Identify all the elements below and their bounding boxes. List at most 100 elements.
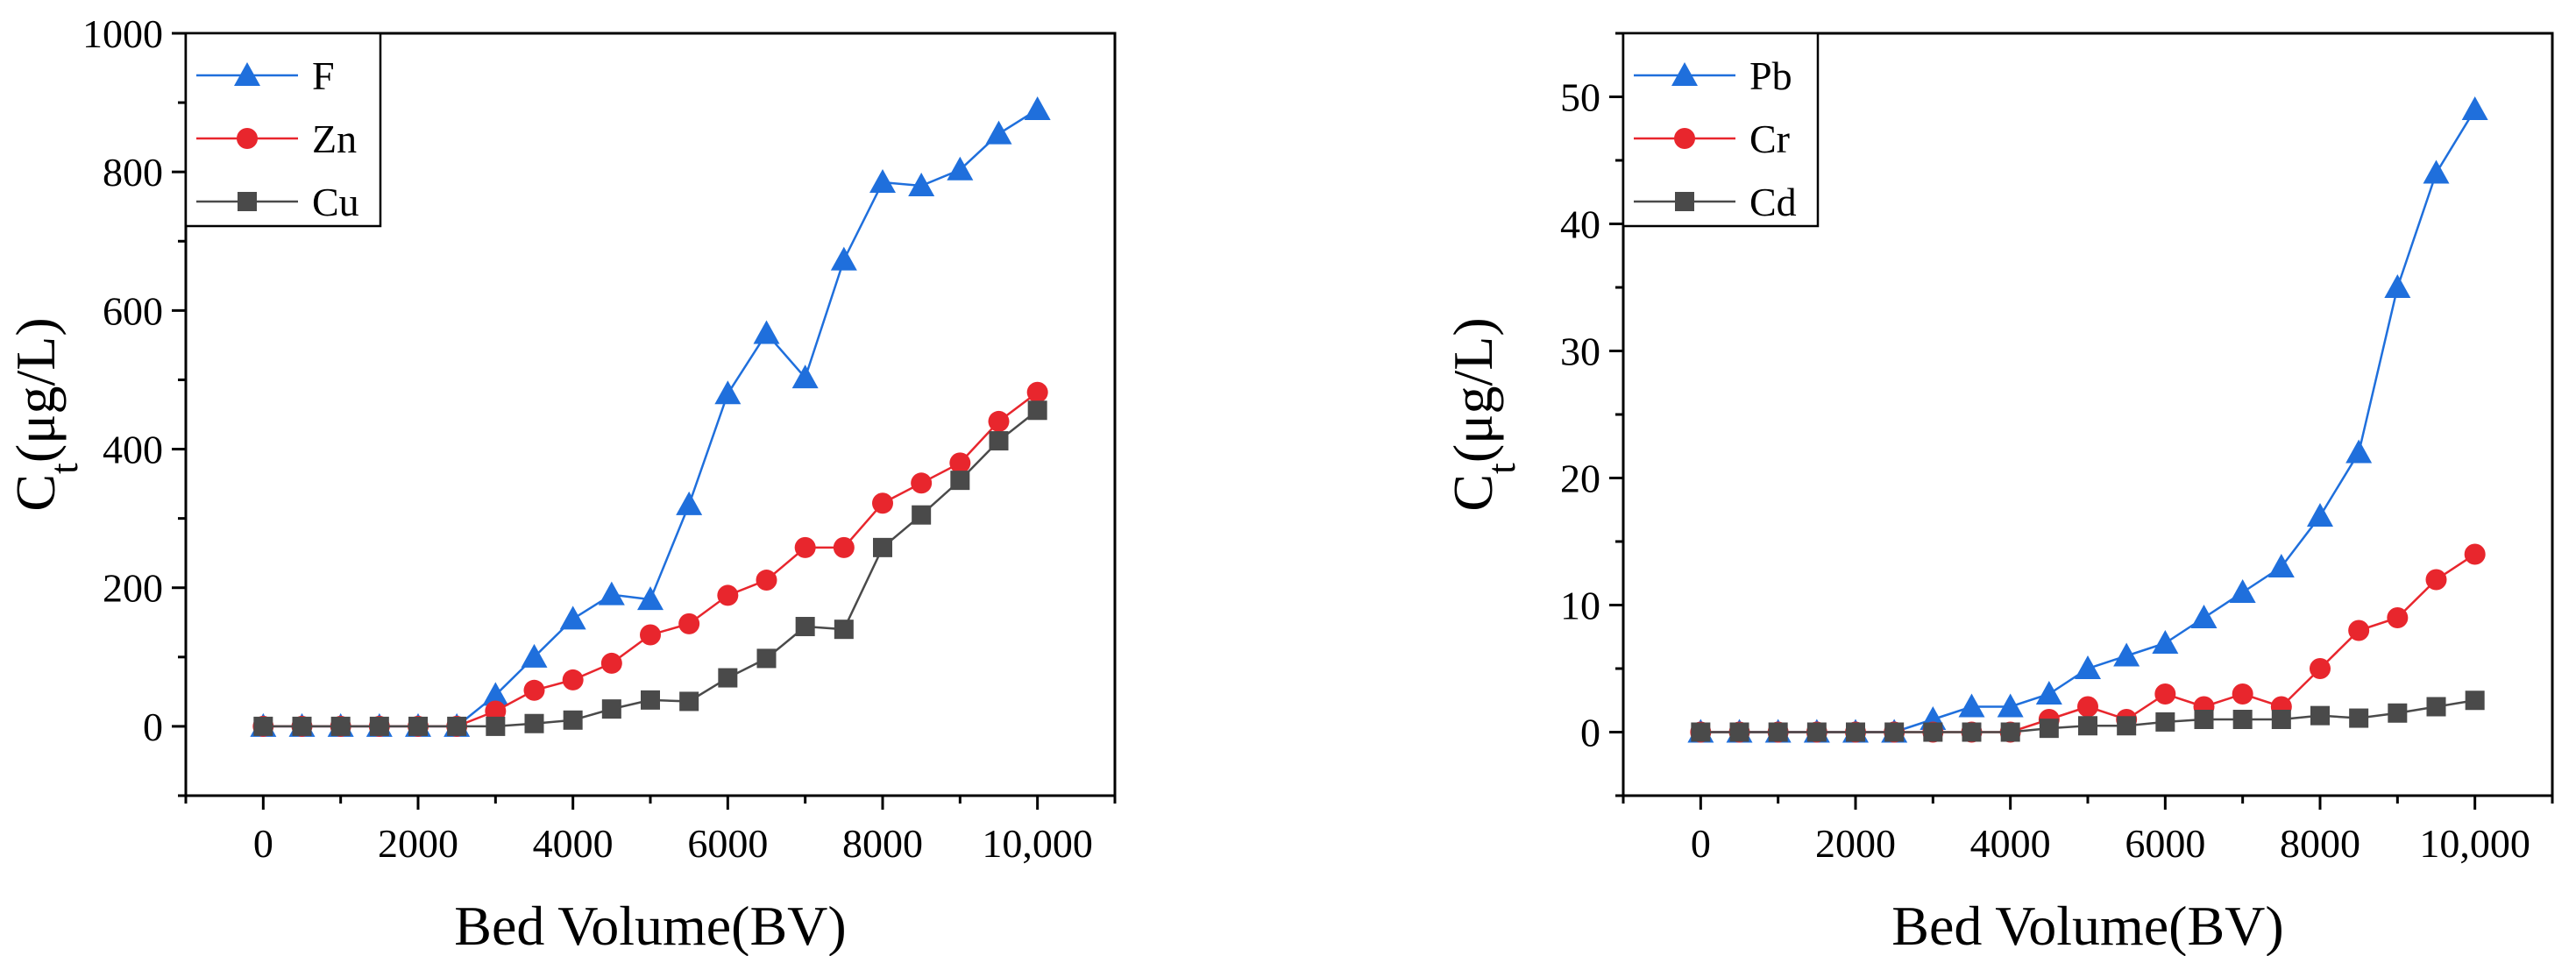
legend-marker-pb: [1671, 62, 1698, 86]
data-point-cd: [1923, 722, 1943, 742]
x-tick-label: 4000: [1970, 821, 2051, 866]
x-tick-label: 8000: [2280, 821, 2360, 866]
data-point-cr: [2348, 620, 2370, 641]
data-point-cu: [950, 471, 970, 491]
series-line-zn: [263, 391, 1039, 728]
data-point-cr: [2154, 683, 2176, 705]
y-tick-label: 10: [1560, 584, 1600, 628]
y-tick-label: 20: [1560, 457, 1600, 501]
data-point-cu: [369, 716, 389, 736]
legend-label-cr: Cr: [1749, 117, 1790, 161]
data-point-zn: [911, 472, 933, 494]
data-point-pb: [2190, 605, 2218, 628]
data-point-pb: [2113, 642, 2140, 667]
y-tick-label: 200: [103, 566, 163, 611]
data-point-f: [869, 169, 896, 194]
data-point-cr: [2310, 658, 2331, 679]
data-point-f: [559, 605, 586, 630]
data-point-zn: [1026, 381, 1048, 403]
data-point-pb: [2423, 159, 2450, 184]
data-point-cu: [989, 431, 1009, 451]
data-point-pb: [2075, 655, 2101, 679]
data-point-cu: [447, 716, 467, 736]
data-point-cu: [601, 699, 621, 719]
legend-marker-cd: [1675, 192, 1694, 211]
data-point-f: [676, 491, 703, 515]
y-tick-label: 1000: [82, 11, 163, 56]
data-point-cd: [2117, 716, 2137, 736]
legend-label-cu: Cu: [312, 180, 359, 224]
data-point-f: [1024, 96, 1051, 120]
data-point-cd: [2349, 708, 2369, 728]
data-point-cu: [873, 537, 892, 557]
data-point-cd: [1806, 722, 1827, 742]
data-point-pb: [1997, 693, 2024, 718]
y-axis-title: Ct(μg/L): [4, 317, 86, 511]
chart-right: 0 2000 4000 6000 8000 10,000 0 10 20 30 40 50 Bed Vo…: [1442, 32, 2554, 956]
y-axis-title-sub: t: [1479, 463, 1523, 474]
data-point-pb: [2152, 630, 2179, 654]
y-tick-label: 800: [103, 150, 163, 195]
data-point-cu: [330, 716, 351, 736]
data-point-cd: [2388, 703, 2408, 723]
data-point-zn: [794, 536, 816, 558]
data-point-f: [791, 365, 819, 389]
legend-marker-cr: [1674, 128, 1695, 149]
legend-label-cd: Cd: [1749, 180, 1797, 224]
data-point-zn: [562, 669, 584, 690]
data-point-f: [985, 120, 1012, 145]
legend-box: [1622, 32, 1820, 228]
data-point-cu: [563, 710, 583, 730]
legend-marker-f: [234, 62, 260, 86]
x-tick-label: 6000: [687, 821, 768, 866]
data-point-zn: [833, 536, 855, 558]
y-tick-label: 30: [1560, 329, 1600, 374]
legend-label-pb: Pb: [1749, 53, 1792, 98]
data-point-cd: [2271, 710, 2291, 729]
data-point-cd: [1962, 722, 1982, 742]
y-axis-title: Ct(μg/L): [1442, 317, 1523, 511]
data-point-cd: [2155, 712, 2175, 732]
data-point-zn: [485, 700, 507, 722]
data-point-pb: [2384, 274, 2411, 298]
data-point-zn: [717, 584, 739, 606]
data-point-cu: [756, 648, 777, 669]
data-point-cd: [1768, 722, 1788, 742]
x-axis-title: Bed Volume(BV): [454, 895, 846, 956]
data-point-cu: [795, 617, 815, 637]
legend-marker-zn: [237, 128, 258, 149]
y-tick-label: 0: [143, 705, 163, 749]
data-point-pb: [2307, 503, 2333, 527]
y-tick-label: 600: [103, 288, 163, 333]
data-point-cu: [1027, 400, 1047, 421]
chart-left: 0 2000 4000 6000 8000 10,000 0 200 400 600 800 1000…: [4, 11, 1117, 956]
data-point-cr: [2077, 696, 2098, 718]
x-tick-label: 2000: [1815, 821, 1896, 866]
legend-box: [184, 32, 382, 228]
data-point-f: [947, 156, 974, 181]
data-point-cd: [2426, 697, 2446, 717]
data-point-cd: [2039, 719, 2059, 739]
data-point-cr: [2387, 607, 2409, 628]
data-point-zn: [600, 652, 622, 674]
data-point-cd: [2232, 710, 2253, 729]
legend-label-zn: Zn: [312, 117, 357, 161]
legend-marker-cu: [238, 192, 257, 211]
data-point-pb: [2345, 439, 2373, 464]
data-point-cd: [1884, 722, 1905, 742]
y-axis-title-rest: (μg/L): [1442, 317, 1504, 463]
data-point-zn: [949, 452, 971, 474]
data-point-cu: [292, 716, 312, 736]
data-point-f: [830, 246, 857, 271]
legend-label-f: F: [312, 53, 335, 98]
data-point-f: [482, 682, 509, 706]
x-tick-label: 0: [1691, 821, 1711, 866]
data-point-cr: [2464, 543, 2486, 565]
data-point-cd: [2000, 722, 2020, 742]
data-point-f: [521, 643, 548, 668]
x-tick-label: 10,000: [982, 821, 1093, 866]
x-tick-label: 0: [253, 821, 273, 866]
x-tick-label: 2000: [378, 821, 458, 866]
data-point-cd: [1846, 722, 1865, 742]
data-point-cd: [2465, 690, 2485, 711]
